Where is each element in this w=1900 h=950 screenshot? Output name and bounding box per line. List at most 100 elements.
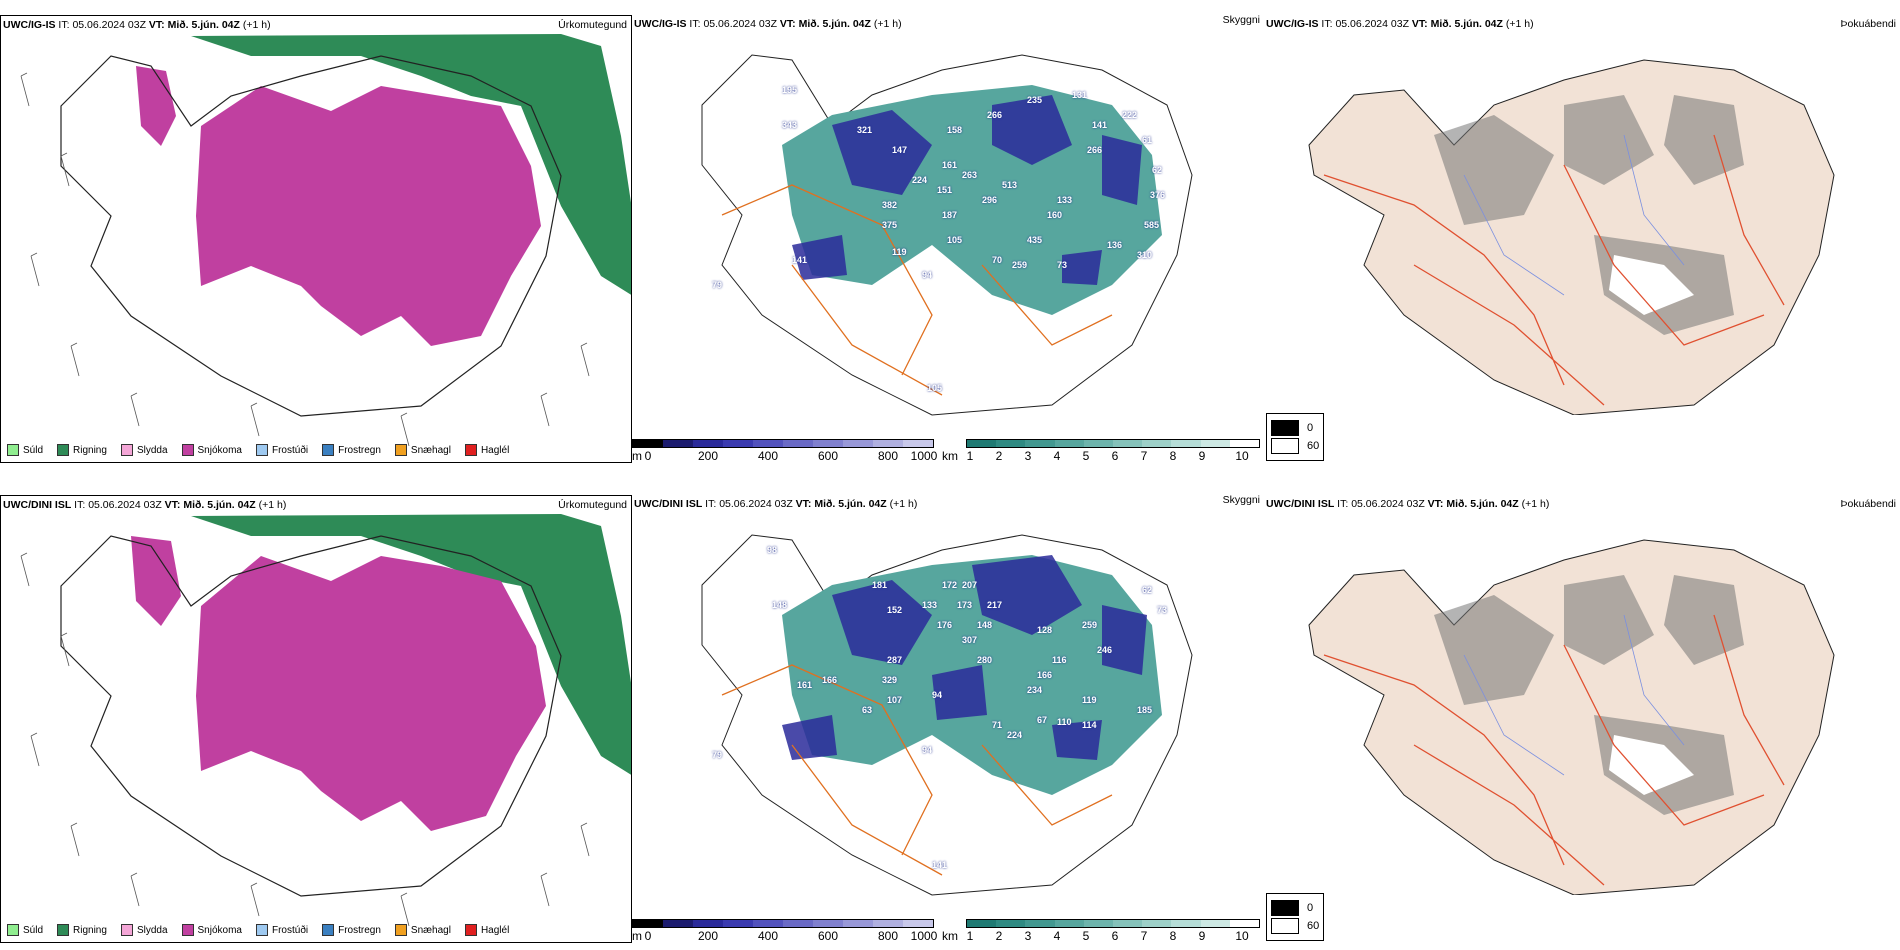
cb-cell: [693, 920, 723, 927]
tick-label: 8: [1169, 449, 1177, 463]
height-label: 147: [892, 145, 908, 155]
height-label: 73: [1057, 260, 1068, 270]
roads: [1323, 134, 1785, 406]
height-label: 217: [987, 600, 1003, 610]
tick-label: 10: [1235, 929, 1249, 943]
roads: [721, 184, 1113, 396]
fog-panel-bottom: UWC/DINI ISL IT: 05.06.2024 03Z VT: Mið.…: [1264, 495, 1900, 895]
tick-label: 7: [1140, 449, 1148, 463]
tick-label: 400: [757, 449, 779, 463]
height-label: 71: [992, 720, 1003, 730]
legend-item: Rigning: [57, 924, 107, 936]
tick-label: 7: [1140, 929, 1148, 943]
legend-item: Snæhagl: [394, 924, 451, 936]
legend-label: Súld: [23, 924, 44, 936]
height-label: 181: [872, 580, 888, 590]
legend-item: Frostúði: [255, 444, 309, 456]
low-cloud-area: [782, 555, 1147, 760]
tick-label: 800: [877, 929, 899, 943]
valid-time: Mið. 5.jún. 04Z: [814, 498, 887, 510]
height-label: 128: [1037, 625, 1053, 635]
legend-label: Frostregn: [338, 444, 381, 456]
tick-label: 3: [1024, 929, 1032, 943]
height-label: 161: [942, 160, 958, 170]
height-colorbar-top: m 0 200 400 600 800 1000: [632, 439, 942, 463]
cb-cell: [843, 920, 873, 927]
height-label: 141: [1092, 120, 1108, 130]
precip-title: Úrkomutegund: [558, 19, 627, 31]
rivers: [1463, 134, 1685, 296]
snow-area-west: [136, 66, 176, 146]
legend-label: Frostúði: [271, 444, 309, 456]
init-time: 05.06.2024 03Z: [1335, 18, 1409, 30]
tick-label: 1: [966, 449, 974, 463]
height-label: 296: [982, 195, 998, 205]
cloud-panel-bottom: UWC/DINI ISL IT: 05.06.2024 03Z VT: Mið.…: [632, 495, 1264, 943]
clear-area: [1609, 255, 1694, 315]
wind-barbs: [20, 72, 590, 447]
rivers: [1463, 614, 1685, 776]
it-label: IT:: [705, 498, 717, 510]
height-label: 148: [772, 600, 788, 610]
snow-area-west: [131, 536, 181, 626]
clear-area: [1609, 735, 1694, 795]
sky-swatch: [1271, 900, 1299, 916]
height-label: 116: [1052, 655, 1067, 665]
tick-label: 400: [757, 929, 779, 943]
precip-map-bottom: [20, 514, 631, 927]
visibility-colorbar-top: km 1 2 3 4 5 6 7 8 9 10: [942, 439, 1262, 463]
height-label: 62: [1142, 585, 1153, 595]
height-label: 266: [987, 110, 1003, 120]
cb-cell: [903, 920, 933, 927]
sky-label: 0: [1307, 422, 1314, 434]
legend-item: Slydda: [120, 924, 168, 936]
height-label: 263: [962, 170, 978, 180]
init-time: 05.06.2024 03Z: [88, 499, 162, 511]
height-colorbar-cells: [632, 919, 934, 928]
cb-cell: [1171, 920, 1201, 927]
height-label: 160: [1047, 210, 1063, 220]
tick-label: 600: [817, 929, 839, 943]
legend-item: Frostúði: [255, 924, 308, 936]
legend-label: Haglél: [480, 444, 510, 456]
cb-cell: [1142, 920, 1172, 927]
cb-cell: [1229, 920, 1259, 927]
it-label: IT:: [58, 19, 70, 31]
height-label: 94: [922, 745, 933, 755]
valid-time: Mið. 5.jún. 04Z: [183, 499, 256, 511]
cb-cell: [783, 440, 813, 447]
tick-label: 1: [966, 929, 974, 943]
height-label: 513: [1002, 180, 1018, 190]
tick-label: 9: [1198, 449, 1206, 463]
cloud-title: Skyggni: [1222, 15, 1260, 26]
fog-map-bottom: [1308, 539, 1835, 895]
swatch: [7, 444, 19, 456]
sky-label: 60: [1307, 440, 1320, 452]
height-label: 195: [782, 85, 798, 95]
cb-cell: [1083, 440, 1113, 447]
cb-cell: [903, 440, 933, 447]
legend-label: Snjókoma: [197, 924, 242, 936]
legend-item: Snæhagl: [394, 444, 451, 456]
precip-panel-top: UWC/IG-IS IT: 05.06.2024 03Z VT: Mið. 5.…: [0, 15, 632, 463]
cb-cell: [783, 920, 813, 927]
swatch: [57, 444, 70, 456]
height-label: 376: [1150, 190, 1166, 200]
cb-cell: [996, 920, 1026, 927]
coastline: [60, 535, 562, 897]
cb-cell: [693, 440, 723, 447]
swatch: [120, 924, 133, 936]
unit-label: km: [942, 929, 958, 943]
tick-label: 800: [877, 449, 899, 463]
lead-time: (+1 h): [242, 19, 271, 31]
sky-row: 0: [1271, 900, 1319, 916]
run-info-bottom: UWC/DINI ISL IT: 05.06.2024 03Z VT: Mið.…: [3, 499, 286, 511]
init-time: 05.06.2024 03Z: [703, 18, 777, 30]
cb-cell: [1025, 920, 1055, 927]
visibility-colorbar-cells: [966, 919, 1260, 928]
tick-label: 2: [995, 449, 1003, 463]
sky-swatch: [1271, 918, 1299, 934]
swatch: [255, 444, 268, 456]
swatch: [181, 444, 194, 456]
model-name: UWC/IG-IS: [1266, 18, 1319, 30]
